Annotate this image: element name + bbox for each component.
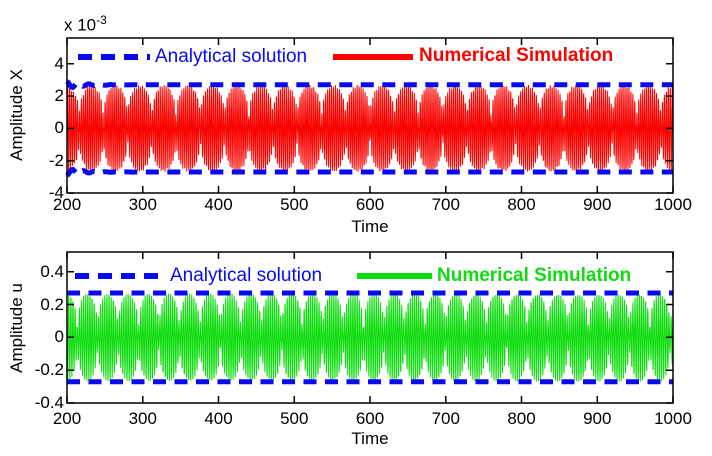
top-plot-y-tick-label: 4 — [54, 53, 64, 73]
bottom-plot-tick-marks — [66, 252, 674, 404]
bottom-plot-y-tick-label: 0 — [54, 327, 64, 347]
top-plot-x-tick-label: 400 — [204, 195, 233, 214]
top-plot-y-tick-label: -4 — [48, 183, 64, 202]
top-plot-y-tick-label: 2 — [54, 86, 64, 106]
top-plot-x-tick-label: 800 — [507, 195, 536, 214]
top-plot-x-tick-label: 900 — [583, 195, 612, 214]
bottom-x-axis-label: Time — [351, 429, 389, 448]
bottom-plot-y-tick-label: -0.2 — [34, 360, 64, 380]
bottom-legend-numerical-label: Numerical Simulation — [437, 265, 632, 286]
bottom-plot-y-tick-label: 0.4 — [40, 261, 64, 281]
top-plot-x-tick-label: 200 — [52, 195, 82, 214]
bottom-plot-y-tick-label: -0.4 — [34, 393, 64, 412]
top-legend-analytical-label: Analytical solution — [155, 46, 308, 67]
top-plot-x-tick-label: 500 — [280, 195, 309, 214]
bottom-legend-analytical-label: Analytical solution — [170, 265, 323, 286]
bottom-plot-x-tick-label: 400 — [204, 409, 233, 428]
multiplier-exponent: -3 — [96, 13, 107, 27]
bottom-plot-x-tick-label: 800 — [507, 409, 536, 428]
top-legend-numerical-label: Numerical Simulation — [419, 45, 614, 66]
top-plot-x-tick-label: 600 — [355, 195, 385, 214]
bottom-plot-y-tick-label: 0.2 — [40, 294, 64, 314]
bottom-plot-numerical-series — [66, 292, 674, 382]
top-plot-x-tick-label: 300 — [128, 195, 157, 214]
bottom-plot-x-tick-label: 1000 — [654, 409, 692, 428]
top-plot-analytical-envelope-lower — [65, 166, 673, 178]
multiplier-base: x 10 — [64, 15, 97, 35]
bottom-plot-x-tick-label: 600 — [355, 409, 385, 428]
bottom-plot-x-tick-label: 700 — [431, 409, 460, 428]
top-plot-x-tick-label: 1000 — [654, 195, 692, 214]
top-plot-y-tick-label: 0 — [54, 118, 64, 138]
bottom-plot-x-tick-label: 300 — [128, 409, 157, 428]
top-y-axis-multiplier: x 10-3 — [64, 10, 107, 36]
top-plot-numerical-series — [66, 82, 674, 174]
bottom-plot-x-tick-label: 200 — [52, 409, 82, 428]
bottom-plot-x-tick-label: 900 — [583, 409, 612, 428]
top-plot-x-tick-label: 700 — [431, 195, 460, 214]
top-plot-analytical-envelope-upper — [65, 79, 673, 91]
bottom-plot-x-tick-label: 500 — [280, 409, 309, 428]
top-plot-tick-marks — [66, 38, 674, 194]
top-plot-y-tick-label: -2 — [48, 150, 64, 170]
top-x-axis-label: Time — [351, 217, 389, 236]
